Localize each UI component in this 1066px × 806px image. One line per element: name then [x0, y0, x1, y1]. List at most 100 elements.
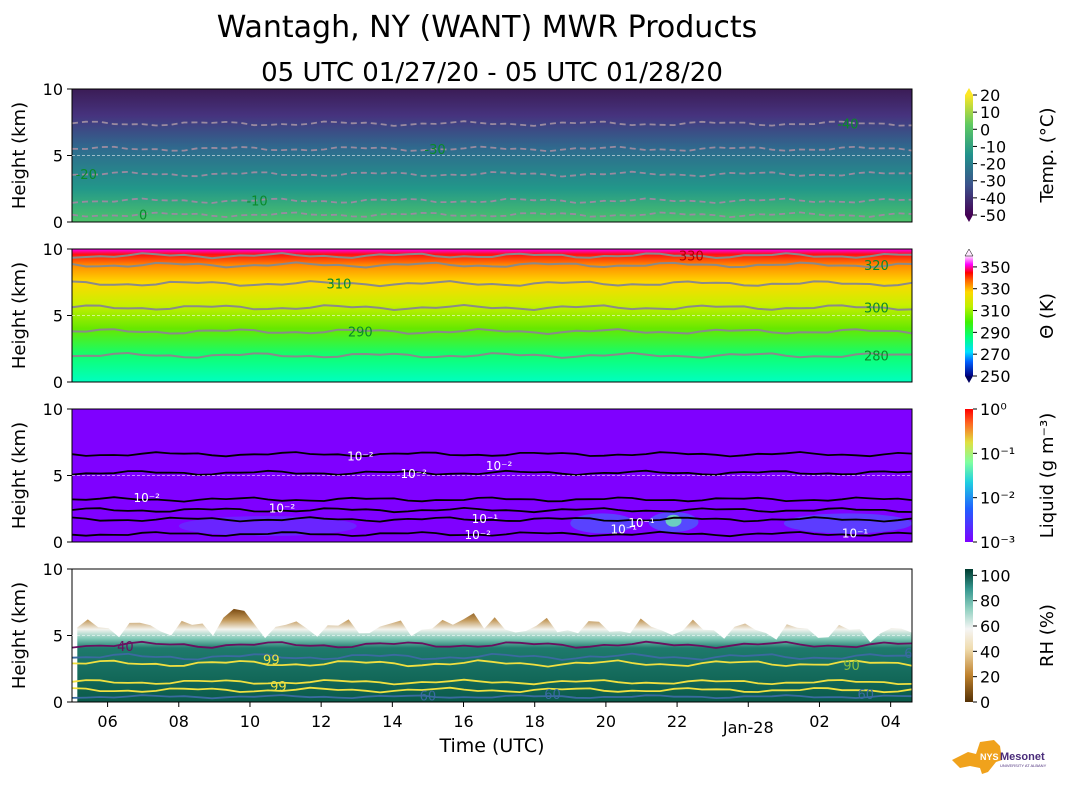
colorbar-extend-bottom — [965, 376, 973, 383]
x-tick-label: Jan-28 — [722, 718, 774, 737]
figure-title: Wantagh, NY (WANT) MWR Products — [217, 10, 757, 45]
y-tick-label: 5 — [53, 147, 63, 166]
liquid-cloud-blob — [783, 513, 912, 534]
y-tick-label: 10 — [43, 560, 63, 579]
colorbar-temperature — [965, 88, 973, 222]
colorbar-tick-label: 290 — [980, 323, 1011, 342]
colorbar-extend-top — [965, 88, 973, 95]
theta-contour-label: 290 — [348, 325, 373, 340]
theta-contour-label: 320 — [864, 259, 889, 274]
rh-contour-line — [71, 640, 913, 649]
colorbar-liquid-bar — [965, 409, 973, 542]
liquid-contour-line — [71, 506, 913, 514]
rh-contour-line — [71, 686, 913, 694]
colorbar-tick-label: 270 — [980, 345, 1011, 364]
temp-contour-label: -40 — [837, 118, 858, 133]
colorbar-tick-label: 0 — [980, 120, 990, 139]
colorbar-extend-top — [964, 248, 974, 257]
temp-contour-line — [71, 211, 913, 219]
theta-contour-line — [71, 327, 913, 336]
rh-contour-label: 40 — [117, 640, 134, 655]
colorbar-label: Θ (K) — [1037, 293, 1058, 339]
liquid-contour-label: 10⁻² — [134, 491, 161, 505]
x-tick-label: 02 — [809, 712, 829, 731]
colorbar-temp-bar — [965, 95, 973, 215]
liquid-contour-label: 10⁻¹ — [472, 512, 499, 526]
liquid-contour-label: 10⁻² — [347, 450, 374, 464]
liquid-contour-label: 10⁻² — [465, 528, 492, 542]
liquid-contour-label: 10⁻² — [400, 467, 427, 481]
axes: 0 5 10 Height (km) 0 5 10 Height (km) 0 5 10 Height… — [9, 80, 912, 757]
x-tick-label: 12 — [311, 712, 331, 731]
liquid-contour-label: 10⁻¹ — [610, 523, 637, 537]
panel-temperature: 0 -10 -20 -30 -40 — [71, 88, 913, 224]
y-axis-label: Height (km) — [9, 262, 30, 369]
liquid-cloud-blob — [178, 516, 357, 537]
theta-contour-label: 280 — [864, 349, 889, 364]
state-outline-icon — [952, 740, 1002, 774]
colorbar-tick-label: 100 — [980, 566, 1011, 585]
temperature-contours: 0 -10 -20 -30 -40 — [71, 118, 913, 224]
y-tick-label: 0 — [53, 693, 63, 712]
colorbar-tick-label: 0 — [980, 693, 990, 712]
nys-mesonet-logo: NYS Mesonet UNIVERSITY AT ALBANY — [952, 740, 1047, 774]
colorbar-tick-label: -40 — [980, 189, 1006, 208]
liquid-contour-label: 10⁻¹ — [628, 516, 655, 530]
colorbar-tick-label: 20 — [980, 86, 1000, 105]
y-tick-label: 10 — [43, 80, 63, 99]
y-tick-label: 0 — [53, 213, 63, 232]
svg-text:UNIVERSITY AT ALBANY: UNIVERSITY AT ALBANY — [1000, 763, 1047, 768]
y-tick-label: 0 — [53, 373, 63, 392]
colorbar-tick-label: 40 — [980, 642, 1000, 661]
liquid-contour-line — [71, 469, 913, 476]
colorbar-tick-label: -30 — [980, 172, 1006, 191]
temp-contour-label: -20 — [76, 168, 97, 183]
rh-contour-label: 99 — [263, 653, 280, 668]
y-tick-label: 5 — [53, 627, 63, 646]
y-tick-label: 5 — [53, 307, 63, 326]
svg-text:NYS: NYS — [980, 752, 999, 762]
colorbar-tick-label: 20 — [980, 668, 1000, 687]
x-tick-label: 08 — [169, 712, 189, 731]
theta-contour-line — [71, 351, 912, 359]
colorbar-tick-label: 10⁻¹ — [980, 444, 1015, 463]
colorbar-liquid — [965, 409, 973, 542]
temp-contour-label: -30 — [424, 143, 445, 158]
colorbar-label: RH (%) — [1037, 604, 1058, 667]
liquid-contour-label: 10⁻² — [269, 501, 296, 515]
rh-contour-line — [71, 659, 913, 668]
y-tick-label: 0 — [53, 533, 63, 552]
colorbar-tick-label: -20 — [980, 155, 1006, 174]
liquid-contour-line — [71, 516, 913, 523]
colorbar-theta — [964, 248, 974, 383]
x-tick-label: 16 — [453, 712, 473, 731]
colorbar-rh-bar — [965, 569, 973, 702]
liquid-contour-label: 10⁻² — [486, 459, 513, 473]
theta-contour-label: 330 — [679, 250, 704, 265]
colorbar-tick-label: 310 — [980, 302, 1011, 321]
y-tick-label: 10 — [43, 400, 63, 419]
colorbar-tick-label: 10⁻² — [980, 489, 1015, 508]
rh-contour-label: 60 — [420, 689, 437, 704]
liquid-contour-line — [71, 451, 913, 458]
liquid-features: 10⁻²10⁻²10⁻²10⁻²10⁻²10⁻¹10⁻² 10⁻¹10⁻¹10⁻¹ — [71, 450, 913, 542]
theta-contour-label: 300 — [864, 302, 889, 317]
x-tick-label: 14 — [382, 712, 402, 731]
rh-contour-label: 99 — [270, 680, 287, 695]
rh-contour-label: 6 — [904, 647, 912, 662]
rh-field — [77, 608, 913, 702]
rh-contour-line — [71, 652, 913, 661]
rh-features: 40 99 99 60 60 60 90 6 — [71, 608, 913, 704]
y-tick-label: 5 — [53, 467, 63, 486]
colorbar-tick-label: -10 — [980, 137, 1006, 156]
rh-contour-line — [71, 678, 913, 686]
colorbar-tick-label: 350 — [980, 258, 1011, 277]
colorbar-tick-label: -50 — [980, 206, 1006, 225]
liquid-contour-line — [71, 530, 913, 538]
temp-contour-line — [71, 145, 913, 153]
colorbar-extend-bottom — [965, 215, 973, 222]
rh-contour-label: 60 — [857, 688, 874, 703]
y-axis-label: Height (km) — [9, 422, 30, 529]
